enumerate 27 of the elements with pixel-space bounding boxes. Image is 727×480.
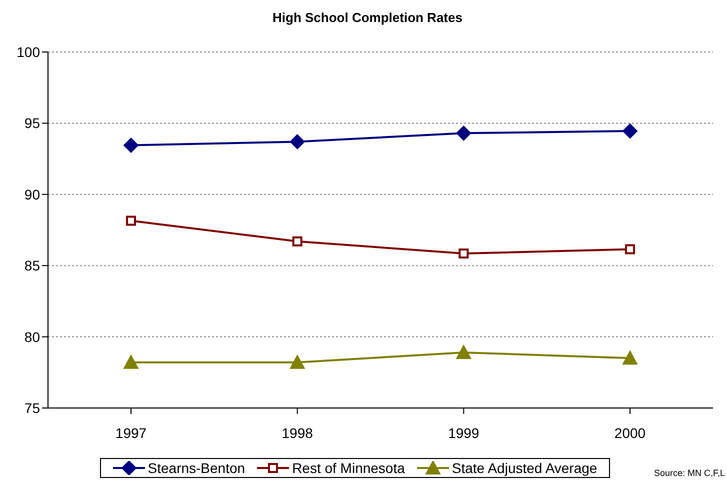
point (292, 236, 302, 246)
point (126, 216, 136, 226)
x-tick-label: 1998 (282, 424, 314, 441)
point (456, 126, 472, 141)
point (622, 124, 638, 139)
point (124, 354, 138, 369)
point (290, 354, 305, 369)
legend-label: Stearns-Benton (148, 460, 246, 476)
y-tick-label: 85 (24, 258, 40, 274)
x-tick-label: 1997 (115, 424, 147, 441)
legend-label: Rest of Minnesota (292, 460, 405, 476)
legend-label: State Adjusted Average (452, 460, 598, 476)
point (456, 344, 472, 359)
point (622, 350, 638, 365)
x-tick-label: 2000 (614, 424, 646, 441)
point (124, 138, 138, 153)
point (625, 244, 635, 254)
y-tick-label: 100 (16, 44, 40, 60)
point (290, 134, 305, 150)
point (458, 248, 469, 258)
x-tick-label: 1999 (448, 424, 480, 441)
source-note: Source: MN C,F,L (654, 468, 725, 478)
y-tick-label: 95 (24, 115, 40, 132)
y-tick-label: 90 (24, 186, 40, 202)
y-tick-label: 80 (24, 328, 40, 345)
y-tick-label: 75 (24, 400, 40, 416)
chart-title: High School Completion Rates (272, 10, 464, 25)
